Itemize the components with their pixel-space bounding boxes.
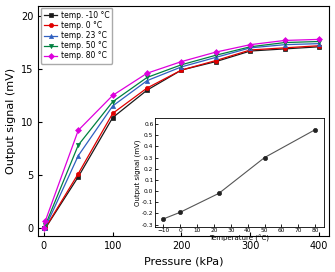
X-axis label: Pressure (kPa): Pressure (kPa) — [144, 256, 224, 267]
temp. 23 °C — [283, 43, 287, 46]
temp. 23 °C — [145, 79, 149, 82]
temp. 23 °C — [42, 226, 46, 229]
temp. 50 °C — [76, 143, 80, 147]
Line: temp. 23 °C: temp. 23 °C — [42, 42, 321, 230]
temp. 80 °C — [180, 60, 184, 63]
temp. 0 °C — [214, 59, 218, 62]
temp. 50 °C — [214, 54, 218, 57]
temp. 80 °C — [248, 43, 252, 46]
temp. 50 °C — [145, 76, 149, 79]
temp. 0 °C — [180, 69, 184, 72]
Line: temp. 50 °C: temp. 50 °C — [42, 39, 321, 230]
temp. -10 °C — [42, 226, 46, 229]
temp. 23 °C — [317, 42, 321, 45]
temp. 80 °C — [283, 39, 287, 42]
temp. 0 °C — [43, 227, 47, 230]
temp. -10 °C — [43, 227, 47, 230]
temp. 80 °C — [145, 72, 149, 75]
Line: temp. -10 °C: temp. -10 °C — [42, 45, 321, 230]
temp. 80 °C — [111, 94, 115, 97]
temp. 23 °C — [248, 46, 252, 50]
temp. 0 °C — [111, 112, 115, 115]
temp. 23 °C — [214, 56, 218, 59]
temp. 50 °C — [248, 45, 252, 48]
temp. 0 °C — [317, 44, 321, 47]
temp. 50 °C — [317, 40, 321, 43]
Y-axis label: Output signal (mV): Output signal (mV) — [6, 68, 15, 174]
temp. 50 °C — [43, 224, 47, 227]
temp. 23 °C — [43, 226, 47, 229]
temp. 23 °C — [180, 65, 184, 69]
temp. 80 °C — [76, 129, 80, 132]
temp. 0 °C — [76, 172, 80, 175]
temp. -10 °C — [248, 50, 252, 53]
Line: temp. 80 °C: temp. 80 °C — [42, 37, 321, 230]
temp. 80 °C — [317, 38, 321, 41]
temp. 80 °C — [214, 50, 218, 54]
temp. -10 °C — [76, 175, 80, 178]
temp. -10 °C — [111, 116, 115, 119]
temp. 50 °C — [283, 41, 287, 44]
temp. 23 °C — [76, 154, 80, 157]
Line: temp. 0 °C: temp. 0 °C — [42, 44, 321, 230]
temp. 0 °C — [42, 226, 46, 229]
temp. 0 °C — [283, 46, 287, 50]
temp. -10 °C — [283, 47, 287, 51]
temp. 23 °C — [111, 104, 115, 108]
temp. 50 °C — [111, 100, 115, 103]
temp. 50 °C — [180, 63, 184, 66]
temp. 50 °C — [42, 226, 46, 229]
temp. 80 °C — [42, 226, 46, 229]
temp. 0 °C — [145, 86, 149, 90]
temp. -10 °C — [317, 45, 321, 48]
temp. 0 °C — [248, 48, 252, 52]
temp. -10 °C — [180, 69, 184, 72]
temp. -10 °C — [214, 60, 218, 63]
temp. -10 °C — [145, 88, 149, 92]
temp. 80 °C — [43, 220, 47, 223]
Legend: temp. -10 °C, temp. 0 °C, temp. 23 °C, temp. 50 °C, temp. 80 °C: temp. -10 °C, temp. 0 °C, temp. 23 °C, t… — [41, 8, 112, 64]
